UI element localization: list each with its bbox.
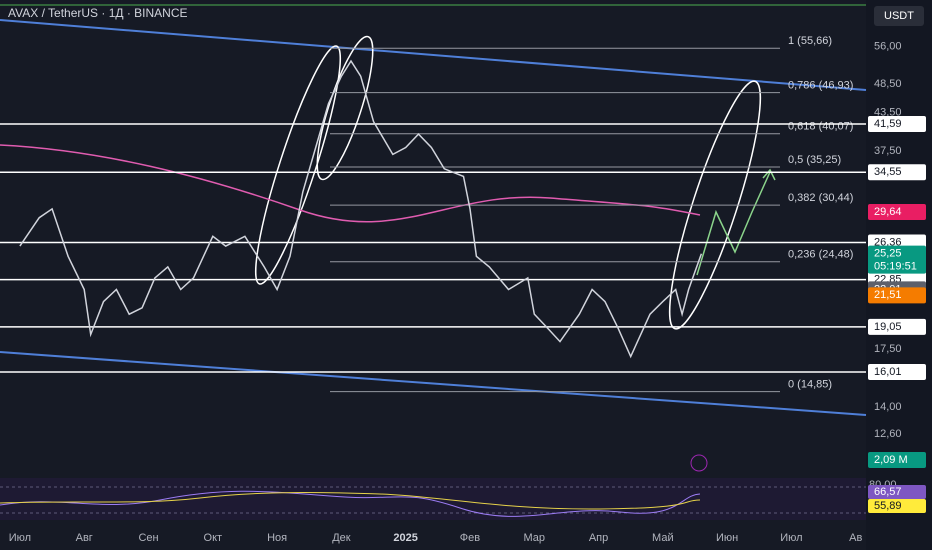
projection-arrow [762,168,776,181]
price-badge-label: 34,55 [874,166,902,178]
price-badge-label: 26,36 [874,236,902,248]
y-tick-label: 56,00 [874,41,902,53]
fib-label: 1 (55,66) [788,35,832,47]
x-tick-label: 2025 [393,532,417,544]
y-tick-label: 48,50 [874,78,902,90]
price-badge [868,204,926,221]
trend-line-upper [0,19,867,91]
x-tick-label: Мар [523,532,545,544]
price-badge [868,245,926,274]
y-tick-label: 17,50 [874,343,902,355]
price-line [19,59,703,359]
price-badge [868,318,926,335]
y-tick-label: 37,50 [874,145,902,157]
x-tick-label: Июн [716,532,738,544]
currency-button[interactable] [874,6,924,26]
price-badge [868,364,926,381]
price-badge [868,116,926,133]
price-badge-label: 41,59 [874,118,902,130]
currency-label[interactable]: USDT [884,10,914,22]
price-badge [868,287,926,304]
price-badge [868,164,926,181]
x-tick-label: Фев [460,532,480,544]
rsi-badge [868,485,926,499]
highlight-ellipse [254,45,342,285]
y-tick-label: 14,00 [874,401,902,413]
countdown: 05:19:51 [874,261,917,273]
fib-label: 0 (14,85) [788,378,832,390]
price-badge-label: 21,51 [874,289,902,301]
fib-label: 0,786 (46,93) [788,80,853,92]
rsi-ma [0,492,701,510]
x-tick-label: Авг [76,532,93,544]
rsi-panel [0,478,866,520]
x-tick-label: Июл [780,532,802,544]
fib-label: 0,5 (35,25) [788,154,841,166]
x-tick-label: Ав [849,532,862,544]
x-tick-label: Окт [204,532,223,544]
x-tick-label: Июл [9,532,31,544]
trend-line-lower [0,351,867,416]
price-badge-label: 19,05 [874,321,902,333]
alert-icon[interactable] [690,454,708,472]
rsi-badge-label: 66,57 [874,486,902,498]
x-tick-label: Дек [332,532,351,544]
projection-path [696,171,771,276]
highlight-ellipse [316,35,374,181]
x-tick-label: Май [652,532,674,544]
volume-badge-label: 2,09 M [874,454,908,466]
x-tick-label: Апр [589,532,608,544]
volume-badge [868,452,926,468]
fib-label: 0,236 (24,48) [788,249,853,261]
price-badge-label: 29,64 [874,206,902,218]
price-badge-label: 25,25 [874,248,902,260]
price-badge-label: 16,01 [874,366,902,378]
rsi-badge-label: 55,89 [874,500,902,512]
y-tick-label: 12,60 [874,428,902,440]
rsi-line [0,490,701,517]
x-tick-label: Ноя [267,532,287,544]
x-tick-label: Сен [138,532,158,544]
symbol-title: AVAX / TetherUS · 1Д · BINANCE [8,6,188,20]
moving-average-long [0,144,701,223]
highlight-ellipse [668,80,762,330]
fib-label: 0,382 (30,44) [788,192,853,204]
rsi-badge [868,499,926,513]
y-tick-label: 43,50 [874,106,902,118]
fib-label: 0,618 (40,07) [788,121,853,133]
